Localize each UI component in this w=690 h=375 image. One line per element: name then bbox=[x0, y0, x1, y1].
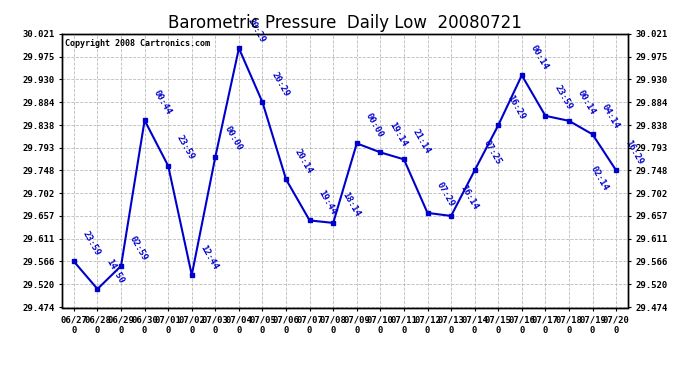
Text: 21:14: 21:14 bbox=[411, 128, 432, 155]
Text: 18:14: 18:14 bbox=[340, 191, 362, 219]
Text: 16:29: 16:29 bbox=[505, 93, 526, 121]
Text: 00:00: 00:00 bbox=[364, 111, 385, 139]
Text: 23:59: 23:59 bbox=[175, 134, 197, 162]
Title: Barometric Pressure  Daily Low  20080721: Barometric Pressure Daily Low 20080721 bbox=[168, 14, 522, 32]
Text: 00:00: 00:00 bbox=[222, 125, 244, 153]
Text: 14:50: 14:50 bbox=[104, 257, 126, 285]
Text: 00:14: 00:14 bbox=[529, 44, 550, 71]
Text: 07:25: 07:25 bbox=[482, 138, 503, 166]
Text: 07:29: 07:29 bbox=[435, 181, 455, 209]
Text: 04:14: 04:14 bbox=[600, 102, 621, 130]
Text: 00:14: 00:14 bbox=[576, 89, 597, 117]
Text: 12:44: 12:44 bbox=[199, 243, 220, 271]
Text: 20:29: 20:29 bbox=[269, 70, 290, 98]
Text: 19:44: 19:44 bbox=[317, 189, 338, 216]
Text: Copyright 2008 Cartronics.com: Copyright 2008 Cartronics.com bbox=[65, 39, 210, 48]
Text: 19:14: 19:14 bbox=[387, 120, 408, 148]
Text: 16:14: 16:14 bbox=[458, 184, 480, 212]
Text: 20:14: 20:14 bbox=[293, 147, 314, 175]
Text: 02:14: 02:14 bbox=[589, 165, 609, 193]
Text: 20:29: 20:29 bbox=[246, 16, 267, 44]
Text: 02:59: 02:59 bbox=[128, 234, 149, 262]
Text: 16:29: 16:29 bbox=[623, 138, 644, 166]
Text: 23:59: 23:59 bbox=[552, 84, 573, 112]
Text: 00:44: 00:44 bbox=[152, 88, 172, 116]
Text: 23:59: 23:59 bbox=[81, 230, 102, 257]
